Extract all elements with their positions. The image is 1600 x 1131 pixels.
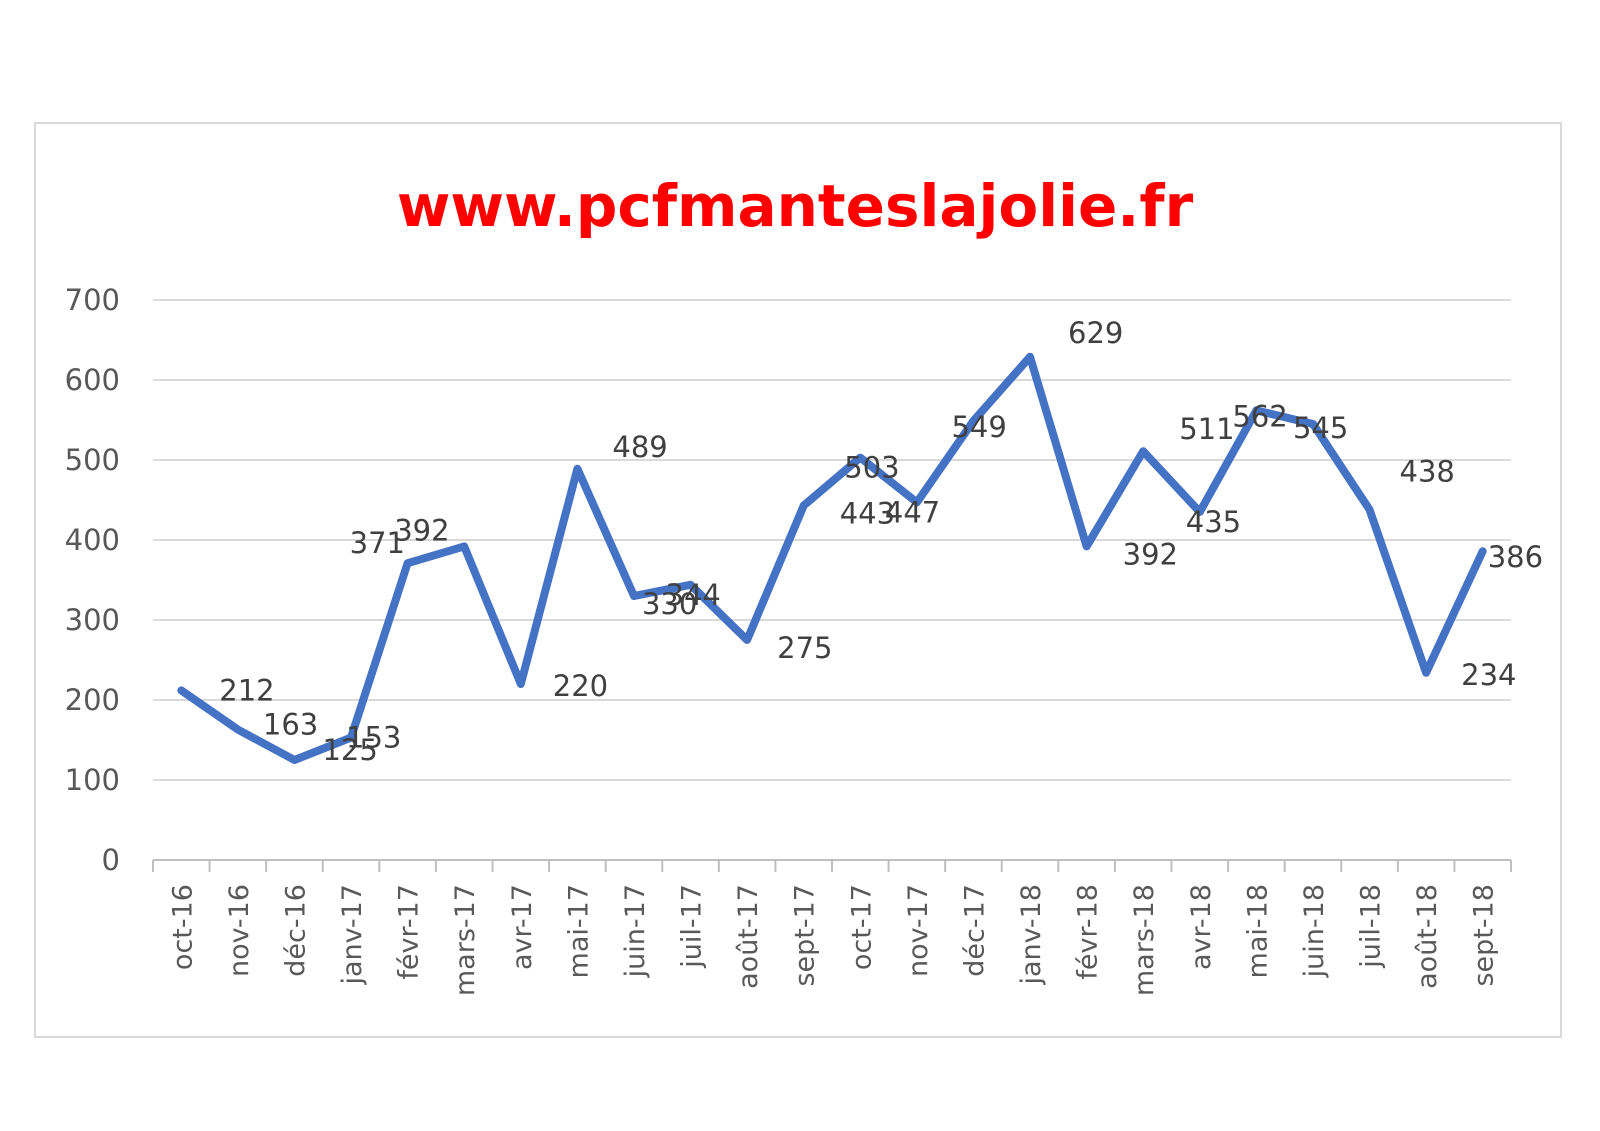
data-label: 392 (1123, 537, 1178, 571)
data-label: 629 (1068, 316, 1123, 350)
x-tick-label: nov-17 (903, 884, 934, 977)
data-label: 489 (612, 430, 667, 464)
data-label: 549 (951, 410, 1006, 444)
x-axis-ticks: oct-16 nov-16 déc-16 janv-17 févr-17 mars-17 a… (167, 884, 1499, 996)
y-tick-label: 500 (65, 443, 120, 477)
y-tick-label: 700 (65, 283, 120, 317)
data-label: 386 (1488, 540, 1543, 574)
x-tick-label: avr-18 (1186, 884, 1217, 970)
x-tick-label: déc-16 (280, 884, 311, 977)
x-tick-label: avr-17 (507, 884, 538, 970)
chart-frame (34, 122, 1562, 1038)
x-tick-label: sept-17 (790, 884, 821, 987)
data-label: 562 (1232, 399, 1287, 433)
data-label: 392 (394, 513, 449, 547)
data-labels: 2121631251533713922204893303442754435034… (219, 316, 1543, 767)
data-label: 511 (1179, 412, 1234, 446)
x-tick-label: mars-18 (1129, 884, 1160, 996)
y-tick-label: 300 (65, 603, 120, 637)
x-tick-label: nov-16 (224, 884, 255, 977)
x-tick-label: oct-17 (846, 884, 877, 970)
x-tick-label: févr-18 (1073, 884, 1104, 980)
x-tick-label: sept-18 (1469, 884, 1500, 987)
data-label: 330 (642, 587, 697, 621)
data-label: 220 (553, 669, 608, 703)
x-tick-label: mai-18 (1242, 884, 1273, 978)
x-tick-label: juil-17 (677, 884, 708, 969)
x-tick-label: oct-16 (167, 884, 198, 970)
y-tick-label: 400 (65, 523, 120, 557)
y-axis-ticks: 0 100 200 300 400 500 600 700 (65, 283, 120, 877)
data-label: 447 (885, 495, 940, 529)
x-tick-label: févr-17 (394, 884, 425, 980)
data-label: 163 (263, 708, 318, 742)
x-tick-label: janv-17 (337, 884, 368, 986)
x-tick-label: juil-18 (1356, 884, 1387, 969)
data-label: 371 (350, 526, 405, 560)
data-label: 275 (777, 631, 832, 665)
chart-title: www.pcfmanteslajolie.fr (397, 172, 1194, 240)
y-tick-label: 100 (65, 763, 120, 797)
data-label: 545 (1293, 411, 1348, 445)
x-tick-label: mars-17 (450, 884, 481, 996)
data-label: 344 (666, 578, 721, 612)
x-tick-label: juin-17 (620, 884, 651, 978)
data-label: 153 (346, 721, 401, 755)
y-tick-label: 200 (65, 683, 120, 717)
data-label: 234 (1461, 658, 1516, 692)
series-line (177, 352, 1487, 764)
x-tick-label: déc-17 (959, 884, 990, 977)
data-label: 443 (840, 497, 895, 531)
data-label: 438 (1400, 455, 1455, 489)
x-axis (152, 859, 1512, 872)
y-tick-label: 600 (65, 363, 120, 397)
data-label: 212 (219, 673, 274, 707)
data-label: 125 (322, 733, 377, 767)
y-tick-label: 0 (102, 843, 120, 877)
data-label: 503 (844, 451, 899, 485)
gridlines (153, 299, 1511, 781)
x-tick-label: janv-18 (1016, 884, 1047, 986)
x-tick-label: août-17 (733, 884, 764, 989)
x-tick-label: juin-18 (1299, 884, 1330, 978)
data-label: 435 (1186, 505, 1241, 539)
series-line-path (177, 352, 1487, 764)
x-tick-label: mai-17 (563, 884, 594, 978)
x-tick-label: août-18 (1412, 884, 1443, 989)
